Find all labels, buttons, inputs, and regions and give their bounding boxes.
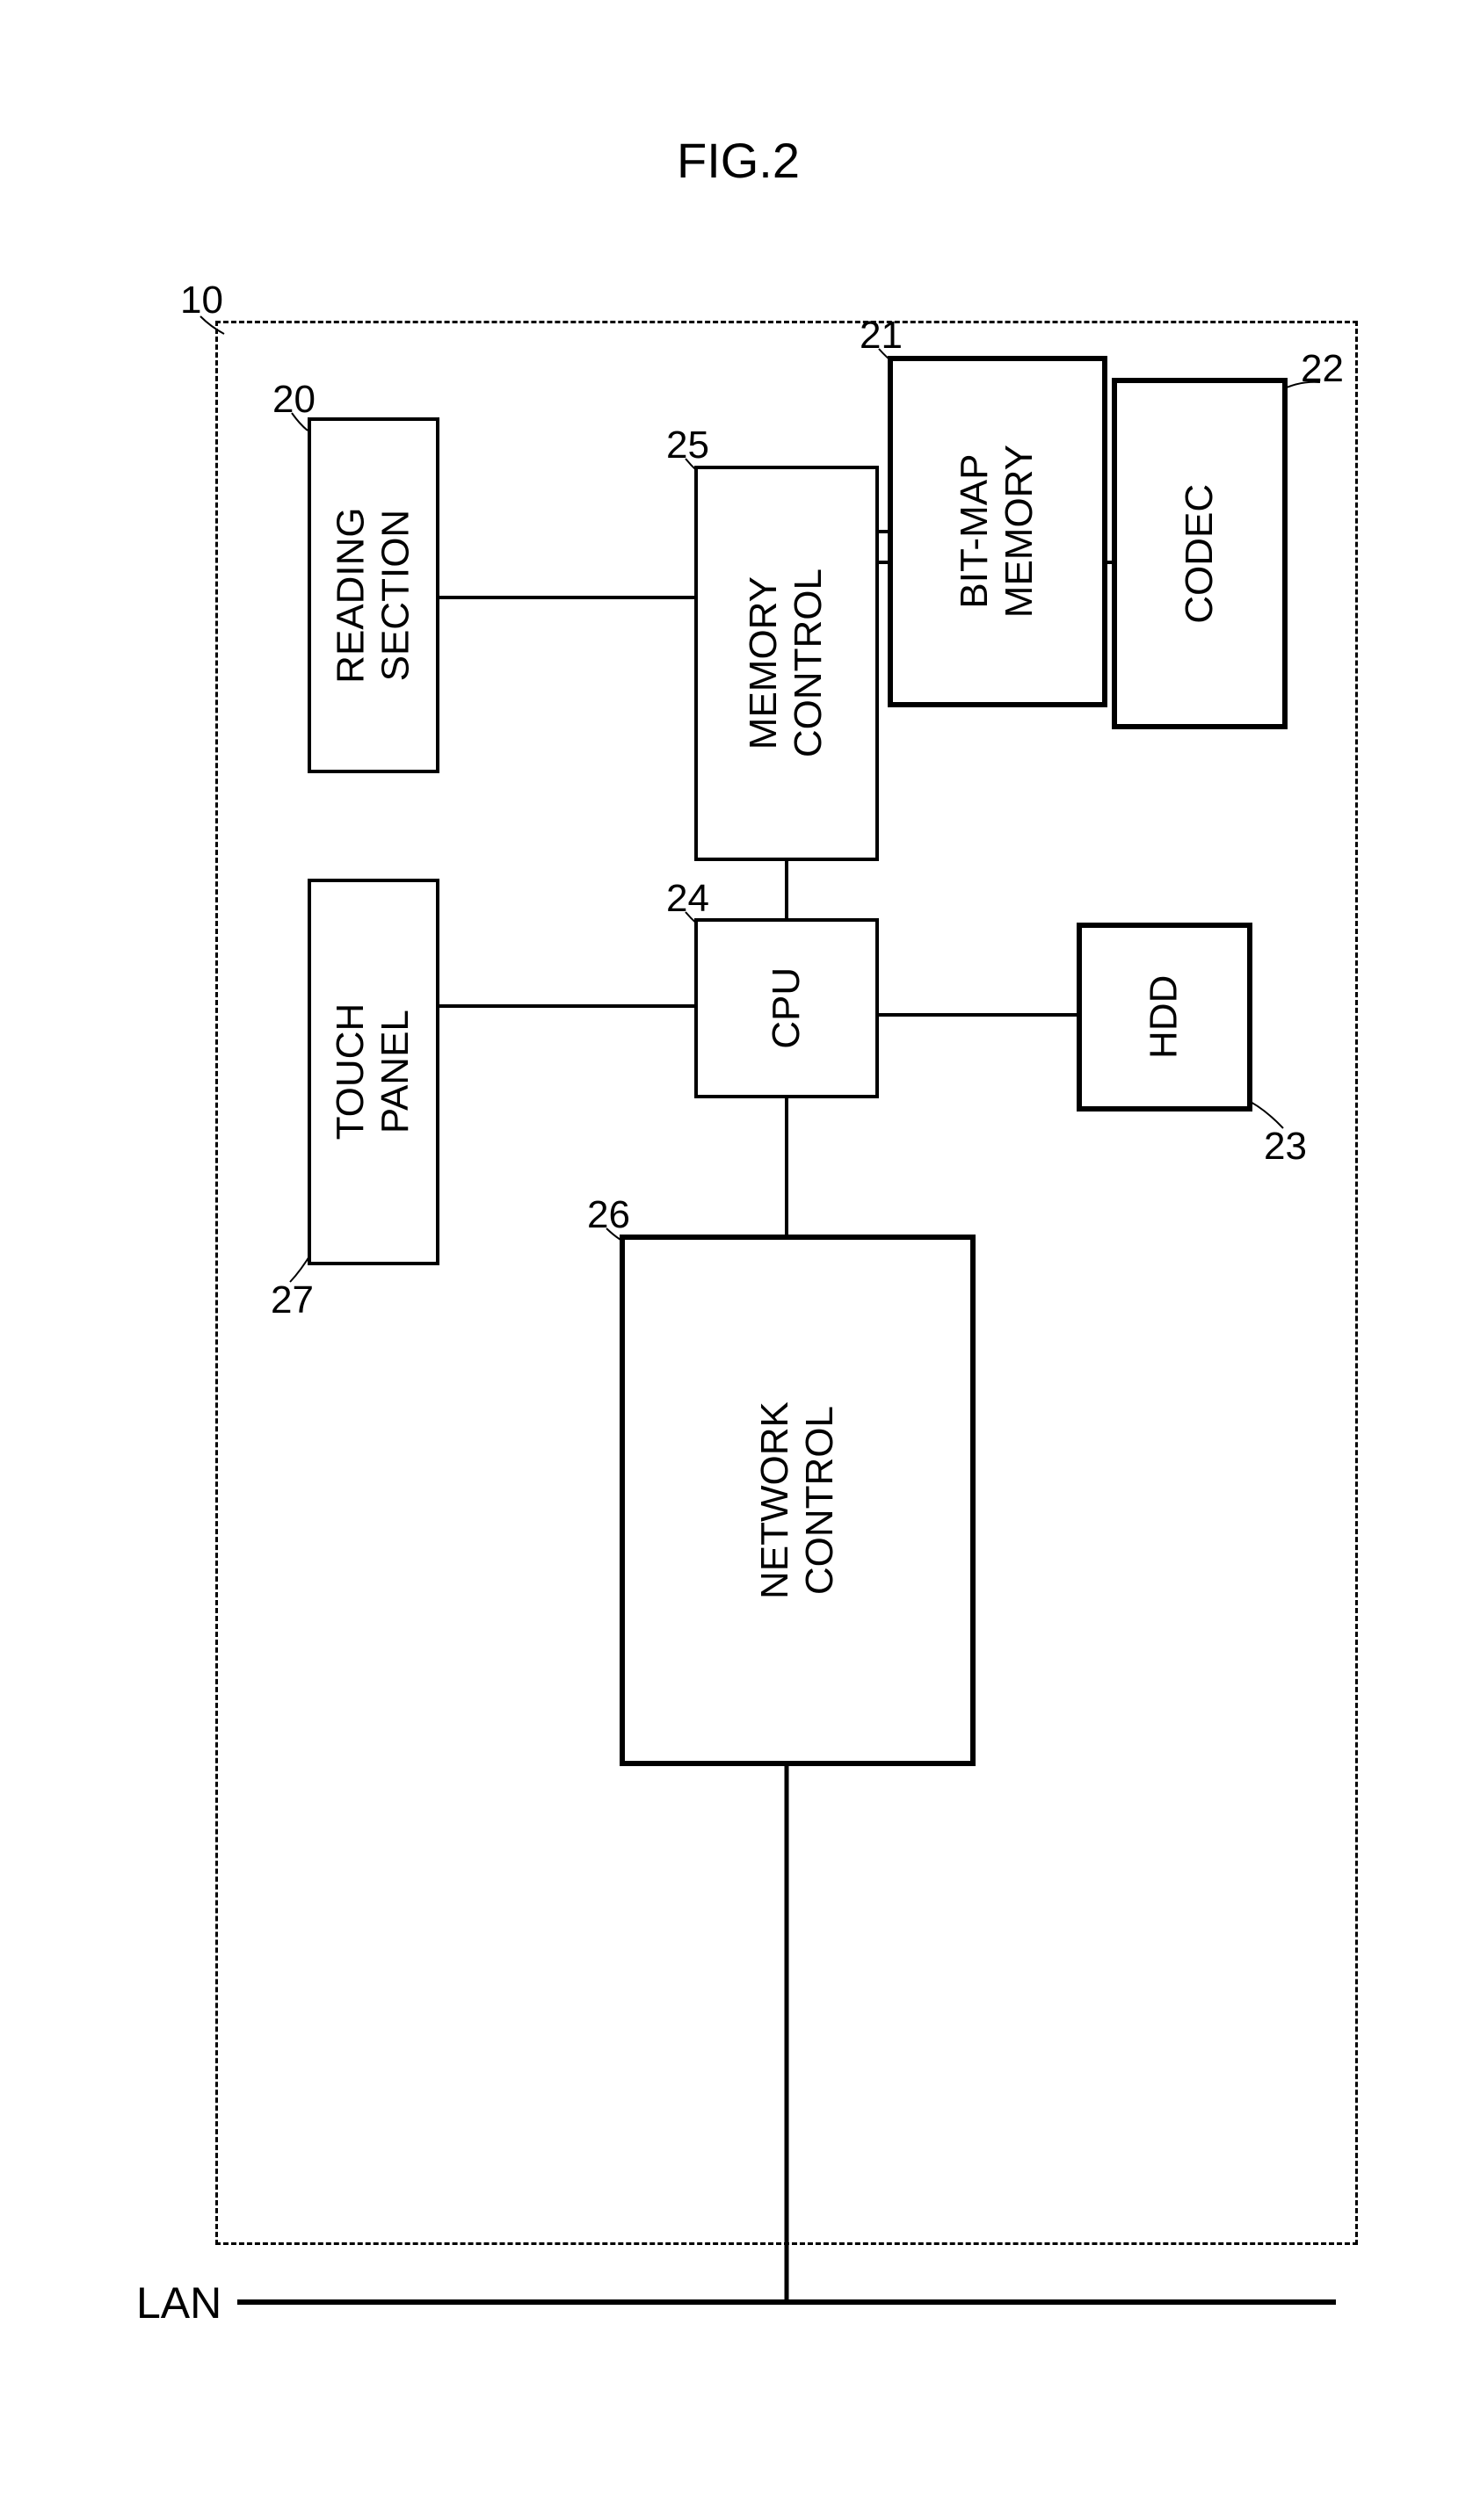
block-reading-label: READING SECTION [329, 507, 417, 683]
ref-network: 26 [587, 1193, 630, 1237]
block-codec-label: CODEC [1178, 484, 1223, 624]
ref-cpu: 24 [666, 877, 709, 921]
lan-label-text: LAN [136, 2278, 221, 2328]
block-network: NETWORK CONTROL [620, 1235, 976, 1766]
block-hdd-label: HDD [1143, 975, 1187, 1059]
system-ref-text: 10 [180, 279, 223, 322]
figure-title: FIG.2 [615, 132, 861, 189]
block-cpu: CPU [694, 918, 879, 1098]
block-memctrl: MEMORY CONTROL [694, 466, 879, 861]
ref-memctrl: 25 [666, 424, 709, 467]
figure-title-text: FIG.2 [677, 133, 800, 188]
block-touch-label: TOUCH PANEL [329, 1003, 417, 1141]
block-hdd: HDD [1077, 923, 1252, 1112]
block-network-label: NETWORK CONTROL [753, 1401, 842, 1599]
block-bitmap-label: BIT-MAP MEMORY [953, 445, 1041, 618]
system-ref-label: 10 [180, 279, 223, 322]
ref-touch: 27 [271, 1278, 314, 1322]
block-bitmap: BIT-MAP MEMORY [888, 356, 1107, 707]
ref-reading: 20 [272, 378, 316, 422]
block-reading: READING SECTION [308, 417, 439, 773]
block-touch: TOUCH PANEL [308, 879, 439, 1265]
block-memctrl-label: MEMORY CONTROL [742, 568, 831, 757]
block-codec: CODEC [1112, 378, 1288, 729]
block-cpu-label: CPU [765, 967, 809, 1049]
lan-label: LAN [136, 2277, 221, 2328]
ref-bitmap: 21 [860, 314, 903, 358]
ref-hdd: 23 [1264, 1125, 1307, 1169]
ref-codec: 22 [1301, 347, 1344, 391]
